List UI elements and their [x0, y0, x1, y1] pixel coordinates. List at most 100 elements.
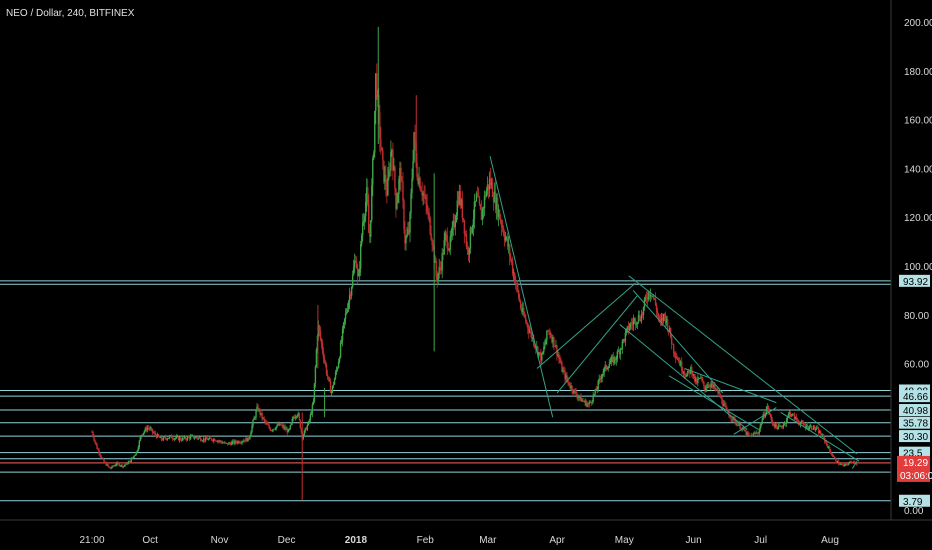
candle-body: [804, 425, 807, 428]
candle-body: [234, 440, 236, 444]
candle-body: [642, 307, 645, 316]
candle-body: [597, 380, 599, 389]
candle-body: [219, 440, 221, 442]
candle-body: [364, 216, 366, 221]
candle-body: [166, 438, 169, 440]
candle-body: [598, 378, 600, 381]
candle-body: [459, 191, 462, 206]
candle-body: [715, 389, 717, 390]
candle-body: [303, 430, 306, 435]
candle-body: [413, 132, 415, 162]
candle-body: [788, 412, 791, 415]
level-badge-0: [899, 274, 930, 287]
candle-body: [606, 368, 608, 370]
candle-body: [664, 314, 667, 324]
candle-body: [701, 377, 703, 381]
candle-body: [446, 234, 448, 249]
candle-body: [385, 174, 387, 189]
candle-body: [205, 437, 207, 441]
candle-body: [158, 436, 161, 438]
candle-body: [321, 343, 324, 352]
candle-body: [165, 438, 168, 440]
candle-body: [130, 458, 132, 463]
candle-body: [92, 431, 94, 437]
candle-body: [307, 421, 310, 426]
candle-body: [581, 400, 583, 402]
candle-body: [560, 362, 562, 364]
candle-body: [125, 462, 127, 465]
candle-body: [117, 462, 119, 464]
candle-body: [668, 327, 671, 331]
candle-body: [93, 436, 95, 441]
candle-body: [687, 370, 689, 375]
candle-body: [692, 373, 694, 376]
candle-body: [278, 423, 280, 426]
candle-body: [232, 440, 234, 443]
candle-body: [553, 336, 555, 346]
time-axis[interactable]: 21:00 Oct Nov Dec 2018 Feb Mar Apr May Jun Jul Aug: [79, 535, 838, 546]
candle-body: [142, 432, 145, 435]
candle-body: [220, 440, 222, 442]
candle-body: [324, 361, 327, 366]
candle-body: [207, 438, 209, 440]
candle-body: [386, 188, 388, 196]
candle-body: [455, 215, 458, 222]
candle-body: [340, 340, 343, 343]
candle-body: [233, 440, 235, 444]
trend-line-1: [536, 282, 636, 369]
candle-body: [508, 244, 511, 257]
candle-body: [492, 196, 495, 203]
candle-body: [247, 437, 249, 442]
candle-body: [766, 406, 768, 410]
candle-body: [429, 217, 431, 234]
candle-body: [306, 425, 309, 430]
candle-body: [753, 433, 755, 435]
candle-body: [115, 464, 117, 466]
candle-body: [558, 355, 560, 359]
x-tick-label: Nov: [211, 535, 229, 546]
candle-body: [625, 328, 628, 333]
candle-body: [337, 361, 340, 368]
candle-body: [729, 416, 731, 418]
candle-body: [602, 372, 604, 375]
candle-body: [312, 401, 315, 405]
candle-body: [516, 284, 519, 291]
candle-body: [570, 385, 572, 388]
price-axis[interactable]: 200.00 180.00 160.00 140.00 120.00 100.00 80.0…: [904, 18, 932, 517]
candle-body: [253, 418, 255, 420]
y-tick-label: 80.00: [904, 311, 929, 322]
candle-body: [206, 437, 208, 439]
candle-body: [343, 318, 346, 323]
candle-body: [373, 152, 375, 159]
candle-body: [412, 161, 414, 179]
candle-body: [211, 438, 213, 441]
candle-body: [204, 438, 206, 441]
candle-body: [456, 200, 459, 216]
candle-body: [251, 425, 253, 432]
candle-body: [381, 147, 383, 151]
current-price-label: 19.29: [903, 458, 928, 469]
candle-body: [212, 440, 214, 442]
candle-body: [833, 456, 836, 459]
candle-body: [764, 414, 766, 417]
candle-body: [98, 449, 100, 454]
candle-body: [106, 464, 108, 466]
candle-body: [175, 436, 178, 438]
candle-body: [774, 423, 777, 427]
candle-body: [402, 181, 404, 201]
candle-body: [454, 221, 456, 228]
candle-body: [500, 221, 503, 227]
candle-body: [151, 428, 154, 433]
candle-body: [464, 233, 467, 235]
candle-body: [511, 262, 514, 274]
candle-body: [300, 428, 303, 433]
candle-body: [410, 193, 412, 214]
candle-body: [525, 317, 527, 322]
candle-body: [757, 433, 759, 435]
candle-body: [126, 462, 128, 465]
candle-body: [349, 294, 352, 296]
level-badge-7: [899, 494, 930, 507]
candle-body: [647, 292, 650, 300]
x-tick-label: May: [615, 535, 634, 546]
